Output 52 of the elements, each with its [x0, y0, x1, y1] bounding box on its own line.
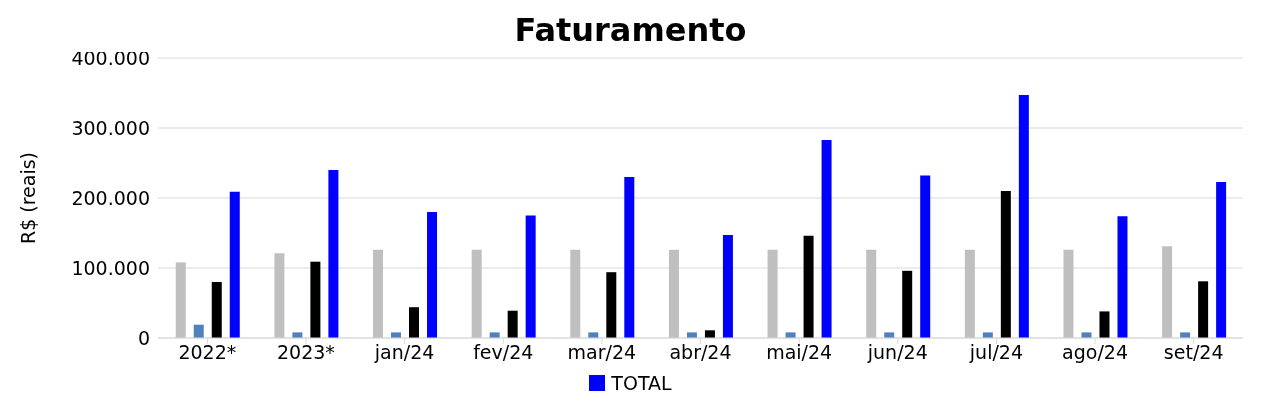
bar [964, 249, 975, 338]
x-tick-label: jul/24 [968, 341, 1023, 364]
x-tick-label: set/24 [1163, 341, 1224, 364]
bar [1162, 246, 1173, 338]
y-tick-label: 100.000 [71, 256, 150, 279]
bar [1063, 249, 1074, 338]
x-tick-label: jun/24 [866, 341, 928, 364]
chart-title: Faturamento [514, 11, 747, 49]
bar [310, 261, 321, 338]
bar [722, 235, 733, 338]
x-tick-label: ago/24 [1062, 341, 1128, 364]
bar [704, 330, 715, 338]
bar [1099, 311, 1110, 338]
bar [1018, 95, 1029, 338]
bar [409, 307, 420, 338]
x-tick-label: jan/24 [373, 341, 435, 364]
bar [920, 175, 931, 338]
x-tick-label: fev/24 [473, 341, 534, 364]
bar [767, 249, 778, 338]
y-axis-title: R$ (reais) [16, 151, 39, 245]
y-tick-label: 200.000 [71, 186, 150, 209]
bar [570, 249, 581, 338]
bar [803, 235, 814, 338]
bar [1117, 216, 1128, 338]
bar [427, 212, 438, 338]
bar [211, 282, 222, 338]
bar [471, 249, 482, 338]
x-tick-label: mar/24 [567, 341, 637, 364]
bar [866, 249, 877, 338]
legend-label: TOTAL [611, 372, 672, 394]
x-tick-label: mai/24 [766, 341, 833, 364]
x-tick-label: abr/24 [669, 341, 732, 364]
bar [1216, 181, 1227, 338]
bar [229, 191, 240, 338]
y-tick-label: 300.000 [71, 116, 150, 139]
x-tick-label: 2023* [277, 341, 335, 364]
bar [274, 253, 285, 338]
bar [606, 272, 617, 338]
bar [1198, 281, 1209, 338]
y-tick-label: 0 [137, 326, 150, 349]
bar [668, 249, 679, 338]
bar [902, 270, 913, 338]
bar [1000, 191, 1011, 338]
x-tick-label: 2022* [178, 341, 237, 364]
bar [821, 139, 832, 338]
bar [328, 170, 339, 338]
bar [373, 249, 384, 338]
bar [624, 177, 635, 338]
bar [507, 310, 518, 338]
bar [193, 324, 204, 338]
bar [525, 215, 536, 338]
bar [175, 262, 186, 338]
